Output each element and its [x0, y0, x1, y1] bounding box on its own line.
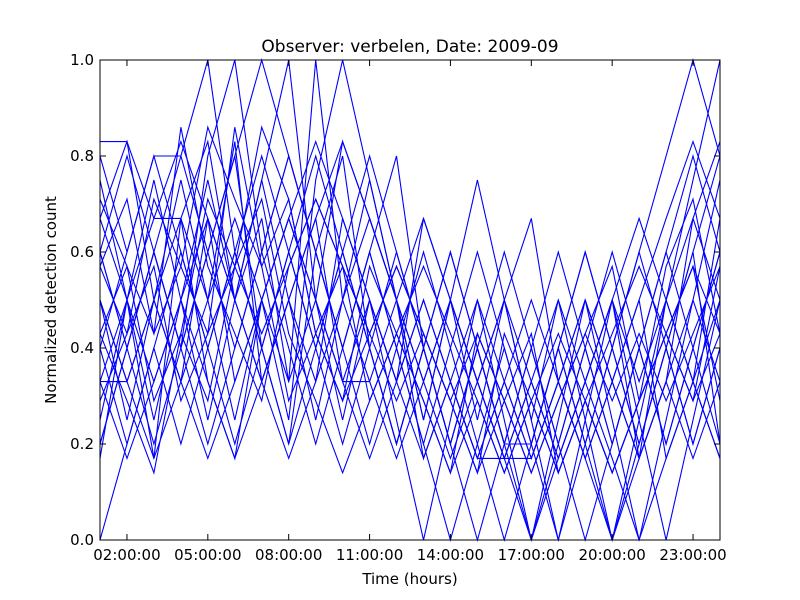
y-tick-label-5: 0.8 — [70, 147, 94, 165]
series-line-1 — [100, 141, 721, 461]
y-tick-label-4: 0.6 — [70, 243, 94, 261]
x-tick-label-7: 20:00:00 — [578, 546, 645, 564]
x-tick-label-8: 23:00:00 — [659, 546, 726, 564]
y-axis: 0.0 0.2 0.4 0.6 0.8 1.0 — [70, 51, 720, 549]
series-line-16 — [99, 197, 721, 475]
series-line-26 — [99, 153, 721, 447]
chart-title: Observer: verbelen, Date: 2009-09 — [261, 37, 558, 57]
x-axis: 02:00:00 05:00:00 08:00:00 11:00:00 14:00:00… — [93, 60, 727, 564]
plot-frame — [99, 59, 721, 541]
y-axis-label: Normalized detection count — [42, 196, 60, 404]
series-line-14 — [100, 216, 721, 461]
x-axis-label: Time (hours) — [361, 570, 457, 588]
x-tick-label-3: 08:00:00 — [255, 546, 322, 564]
x-tick-label-5: 14:00:00 — [417, 546, 484, 564]
series-line-25 — [99, 216, 721, 542]
x-tick-label-2: 05:00:00 — [174, 546, 241, 564]
series-layer — [99, 57, 721, 543]
y-tick-label-2: 0.2 — [70, 435, 94, 453]
series-line-21 — [99, 139, 721, 542]
y-tick-label-6: 1.0 — [70, 51, 94, 69]
x-tick-label-1: 02:00:00 — [93, 546, 160, 564]
series-line-27 — [99, 57, 721, 543]
y-tick-label-1: 0.0 — [70, 531, 94, 549]
x-tick-label-4: 11:00:00 — [336, 546, 403, 564]
y-tick-label-3: 0.4 — [70, 339, 94, 357]
series-line-18 — [99, 59, 721, 541]
series-line-15 — [99, 153, 721, 447]
series-line-5 — [99, 59, 721, 541]
x-tick-label-6: 17:00:00 — [498, 546, 565, 564]
